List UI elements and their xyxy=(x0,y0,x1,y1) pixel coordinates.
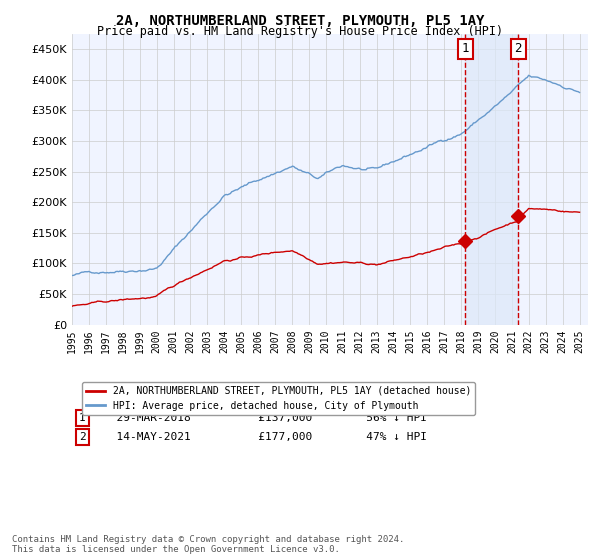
Text: 29-MAR-2018          £137,000        56% ↓ HPI: 29-MAR-2018 £137,000 56% ↓ HPI xyxy=(103,413,427,423)
Text: 2: 2 xyxy=(514,43,522,55)
Text: Contains HM Land Registry data © Crown copyright and database right 2024.
This d: Contains HM Land Registry data © Crown c… xyxy=(12,535,404,554)
Bar xyxy=(465,34,518,325)
Text: 1: 1 xyxy=(461,43,469,55)
Text: 1: 1 xyxy=(79,413,86,423)
Legend: 2A, NORTHUMBERLAND STREET, PLYMOUTH, PL5 1AY (detached house), HPI: Average pric: 2A, NORTHUMBERLAND STREET, PLYMOUTH, PL5… xyxy=(82,382,475,415)
Text: 2: 2 xyxy=(79,432,86,442)
Text: 2A, NORTHUMBERLAND STREET, PLYMOUTH, PL5 1AY: 2A, NORTHUMBERLAND STREET, PLYMOUTH, PL5… xyxy=(116,14,484,28)
Text: 14-MAY-2021          £177,000        47% ↓ HPI: 14-MAY-2021 £177,000 47% ↓ HPI xyxy=(103,432,427,442)
Text: Price paid vs. HM Land Registry's House Price Index (HPI): Price paid vs. HM Land Registry's House … xyxy=(97,25,503,38)
